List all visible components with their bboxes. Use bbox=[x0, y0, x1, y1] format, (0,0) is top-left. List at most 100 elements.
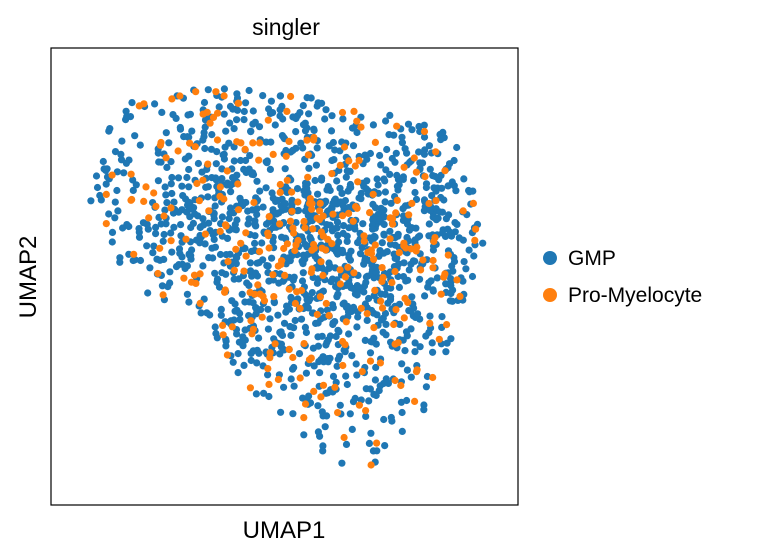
gmp-point bbox=[407, 373, 415, 381]
pro-myelocyte-point bbox=[140, 197, 148, 205]
gmp-point bbox=[399, 273, 408, 281]
gmp-point bbox=[365, 294, 373, 303]
gmp-point bbox=[183, 133, 191, 141]
gmp-point bbox=[479, 239, 487, 247]
gmp-point bbox=[236, 316, 244, 324]
pro-myelocyte-point bbox=[289, 224, 297, 232]
gmp-point bbox=[150, 242, 158, 250]
pro-myelocyte-point bbox=[441, 270, 449, 278]
gmp-point bbox=[249, 107, 257, 115]
gmp-point bbox=[96, 191, 104, 200]
gmp-point bbox=[372, 391, 380, 400]
pro-myelocyte-point bbox=[221, 288, 229, 296]
pro-myelocyte-point bbox=[167, 204, 175, 212]
gmp-point bbox=[302, 328, 310, 337]
gmp-point bbox=[255, 334, 263, 342]
pro-myelocyte-point bbox=[371, 241, 379, 249]
gmp-point bbox=[262, 184, 270, 192]
gmp-point bbox=[185, 198, 193, 206]
gmp-point bbox=[186, 205, 194, 213]
gmp-point bbox=[373, 447, 381, 455]
gmp-point bbox=[280, 133, 288, 141]
gmp-point bbox=[429, 287, 437, 295]
gmp-point bbox=[343, 232, 351, 240]
gmp-point bbox=[258, 239, 266, 247]
gmp-point bbox=[357, 189, 365, 197]
pro-myelocyte-point bbox=[437, 290, 445, 298]
gmp-point bbox=[263, 262, 271, 270]
gmp-point bbox=[390, 131, 398, 139]
pro-myelocyte-point bbox=[431, 234, 439, 242]
gmp-point bbox=[403, 149, 411, 157]
pro-myelocyte-point bbox=[289, 353, 297, 362]
gmp-point bbox=[143, 220, 151, 228]
gmp-point bbox=[168, 248, 176, 256]
gmp-point bbox=[105, 210, 113, 218]
gmp-point bbox=[325, 142, 333, 150]
pro-myelocyte-point bbox=[240, 267, 248, 275]
gmp-point bbox=[397, 398, 405, 406]
gmp-point bbox=[246, 152, 254, 160]
gmp-point bbox=[329, 225, 337, 233]
gmp-point bbox=[200, 129, 208, 137]
gmp-point bbox=[388, 154, 396, 163]
gmp-point bbox=[174, 174, 183, 182]
pro-myelocyte-point bbox=[386, 235, 394, 243]
pro-myelocyte-point bbox=[249, 139, 257, 147]
gmp-point bbox=[247, 128, 255, 136]
pro-myelocyte-point bbox=[204, 160, 212, 168]
gmp-point bbox=[446, 297, 454, 305]
gmp-point bbox=[439, 128, 447, 136]
gmp-point bbox=[416, 343, 424, 351]
pro-myelocyte-point bbox=[369, 190, 377, 198]
gmp-point bbox=[393, 171, 401, 179]
pro-myelocyte-point bbox=[410, 154, 418, 162]
gmp-point bbox=[99, 157, 107, 166]
gmp-point bbox=[210, 211, 218, 219]
gmp-point bbox=[143, 242, 151, 250]
gmp-point bbox=[155, 158, 163, 166]
gmp-point bbox=[242, 156, 250, 165]
gmp-point bbox=[260, 389, 268, 397]
pro-myelocyte-point bbox=[291, 246, 299, 255]
gmp-point bbox=[162, 191, 170, 199]
gmp-point bbox=[230, 157, 238, 165]
gmp-point bbox=[412, 195, 421, 203]
gmp-point bbox=[102, 180, 110, 188]
gmp-point bbox=[398, 133, 406, 141]
gmp-point bbox=[201, 144, 209, 153]
gmp-point bbox=[185, 165, 193, 174]
gmp-point bbox=[218, 213, 226, 221]
gmp-point bbox=[459, 277, 467, 285]
pro-myelocyte-point bbox=[285, 137, 293, 145]
legend-label-gmp: GMP bbox=[568, 247, 616, 270]
gmp-point bbox=[405, 307, 413, 315]
pro-myelocyte-point bbox=[378, 304, 387, 312]
gmp-point bbox=[279, 277, 287, 285]
gmp-point bbox=[276, 92, 284, 100]
legend-marker-gmp bbox=[543, 251, 557, 265]
pro-myelocyte-point bbox=[393, 196, 401, 204]
pro-myelocyte-point bbox=[246, 384, 254, 392]
gmp-point bbox=[176, 125, 185, 133]
gmp-point bbox=[426, 165, 434, 173]
gmp-point bbox=[293, 207, 301, 215]
pro-myelocyte-point bbox=[388, 215, 397, 223]
pro-myelocyte-point bbox=[319, 381, 328, 389]
gmp-point bbox=[353, 323, 361, 331]
gmp-point bbox=[362, 185, 371, 193]
pro-myelocyte-point bbox=[288, 188, 296, 196]
gmp-point bbox=[380, 175, 388, 183]
gmp-point bbox=[387, 293, 395, 301]
gmp-point bbox=[181, 264, 189, 273]
gmp-point bbox=[403, 233, 411, 242]
pro-myelocyte-point bbox=[315, 216, 323, 224]
pro-myelocyte-point bbox=[429, 264, 437, 272]
gmp-point bbox=[265, 218, 273, 226]
pro-myelocyte-point bbox=[308, 205, 316, 213]
pro-myelocyte-point bbox=[378, 277, 386, 285]
gmp-point bbox=[298, 277, 307, 285]
gmp-point bbox=[301, 127, 310, 135]
pro-myelocyte-point bbox=[294, 236, 302, 245]
gmp-point bbox=[405, 266, 413, 274]
